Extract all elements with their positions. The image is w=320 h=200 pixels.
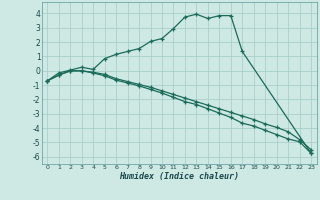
X-axis label: Humidex (Indice chaleur): Humidex (Indice chaleur) bbox=[119, 172, 239, 181]
